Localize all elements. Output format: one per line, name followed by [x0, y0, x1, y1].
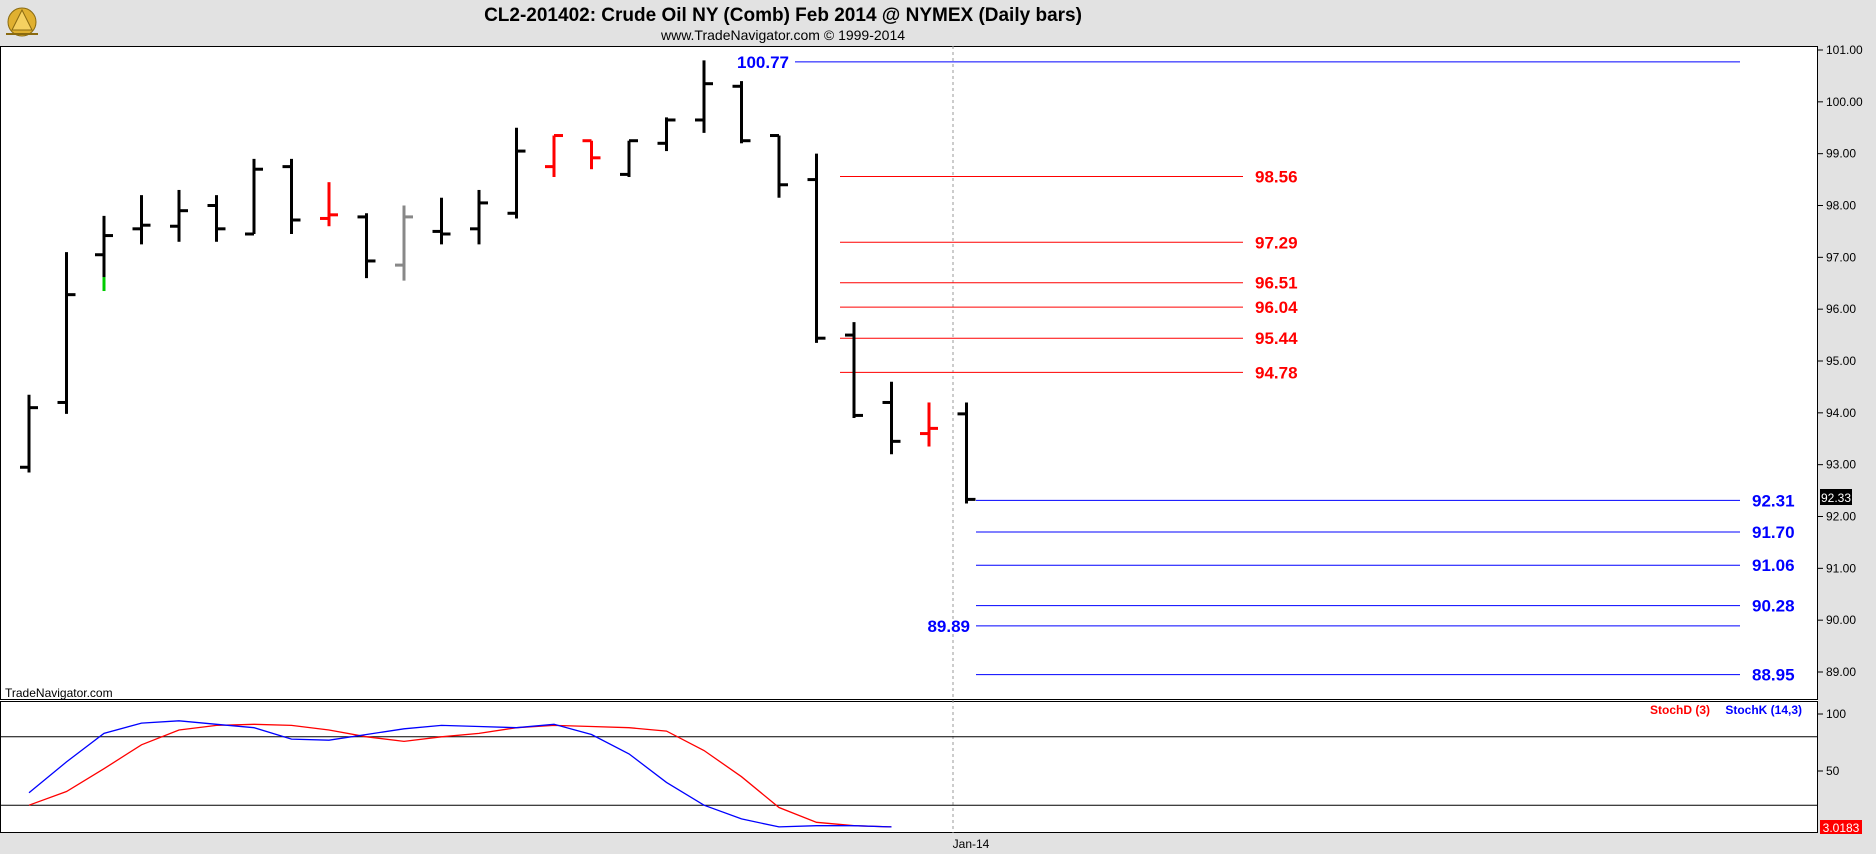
ohlc-bar	[282, 158, 301, 235]
price-tick-label: 91.00	[1826, 561, 1856, 575]
level-label-red: 95.44	[1255, 329, 1298, 348]
level-label-blue: 91.70	[1752, 523, 1795, 542]
price-levels: 98.56 97.29 96.51 96.04 95.44 94.78 92.31 91.70…	[737, 53, 1795, 685]
level-label-blue-top: 100.77	[737, 53, 789, 72]
ohlc-bar	[207, 195, 226, 242]
ohlc-bar	[920, 402, 938, 447]
ohlc-bar	[507, 127, 526, 219]
header-background	[0, 0, 1876, 46]
level-label-blue: 90.28	[1752, 597, 1795, 616]
price-tick-label: 96.00	[1826, 302, 1856, 316]
ohlc-bar	[470, 189, 488, 245]
bottom-axis-background	[0, 833, 1876, 854]
stoch-panel-frame	[0, 701, 1818, 833]
ohlc-bar	[732, 81, 751, 144]
ohlc-bar	[620, 139, 638, 177]
ohlc-bar	[132, 195, 151, 245]
stoch-last-value-marker: 3.0183	[1820, 820, 1862, 835]
level-label-red: 94.78	[1255, 363, 1298, 382]
ohlc-bar	[657, 117, 676, 152]
ohlc-bar	[357, 213, 376, 279]
price-tick-label: 97.00	[1826, 250, 1856, 264]
watermark: TradeNavigator.com	[5, 686, 113, 700]
ohlc-bar	[845, 322, 863, 419]
level-label-red: 97.29	[1255, 233, 1298, 252]
legend-stoch-d: StochD (3)	[1650, 703, 1710, 717]
level-label-blue: 92.31	[1752, 491, 1795, 510]
ohlc-bar	[57, 252, 76, 414]
price-tick-label: 90.00	[1826, 613, 1856, 627]
level-label-blue: 88.95	[1752, 666, 1795, 685]
stochastic-panel: 100 50	[0, 707, 1846, 828]
stoch-tick-label: 50	[1826, 764, 1840, 778]
stoch-series-line	[28, 723, 892, 828]
ohlc-bar	[582, 139, 601, 170]
price-tick-label: 100.00	[1826, 95, 1863, 109]
stoch-tick-label: 100	[1826, 707, 1846, 721]
ohlc-bar	[695, 60, 713, 133]
right-axis-background	[1818, 46, 1876, 854]
price-bars	[20, 60, 976, 504]
ohlc-bar	[320, 182, 338, 227]
last-price-marker: 92.33	[1820, 489, 1852, 505]
level-label-red: 98.56	[1255, 167, 1298, 186]
level-label-blue-left: 89.89	[927, 617, 970, 636]
ohlc-bar	[95, 215, 113, 292]
price-tick-label: 98.00	[1826, 199, 1856, 213]
trade-navigator-logo-icon	[6, 7, 38, 37]
level-label-red: 96.51	[1255, 274, 1298, 293]
chart-subtitle: www.TradeNavigator.com © 1999-2014	[660, 27, 905, 43]
price-panel-frame	[0, 46, 1818, 700]
ohlc-bar	[245, 158, 263, 236]
price-y-ticks: 101.00 100.00 99.00 98.00 97.00 96.00 95.00 94.…	[1818, 43, 1863, 679]
price-tick-label: 101.00	[1826, 43, 1863, 57]
ohlc-bar	[957, 402, 976, 504]
x-tick-jan-14: Jan-14	[953, 837, 990, 851]
price-tick-label: 95.00	[1826, 354, 1856, 368]
stoch-last-value-label: 3.0183	[1823, 821, 1860, 835]
level-label-red: 96.04	[1255, 298, 1298, 317]
ohlc-bar	[395, 205, 413, 281]
price-tick-label: 92.00	[1826, 510, 1856, 524]
price-tick-label: 93.00	[1826, 458, 1856, 472]
level-label-blue: 91.06	[1752, 556, 1795, 575]
stoch-series-line	[28, 720, 892, 828]
ohlc-bar	[170, 189, 188, 242]
ohlc-bar	[20, 394, 38, 473]
ohlc-bar	[807, 153, 826, 343]
price-tick-label: 94.00	[1826, 406, 1856, 420]
price-tick-label: 99.00	[1826, 147, 1856, 161]
ohlc-bar	[432, 197, 451, 245]
price-tick-label: 89.00	[1826, 665, 1856, 679]
last-price-label: 92.33	[1821, 491, 1851, 505]
ohlc-bar	[882, 381, 901, 455]
legend-stoch-k: StochK (14,3)	[1725, 703, 1802, 717]
chart-title: CL2-201402: Crude Oil NY (Comb) Feb 2014…	[484, 5, 1082, 26]
ohlc-bar	[545, 134, 563, 177]
ohlc-bar	[770, 134, 788, 198]
